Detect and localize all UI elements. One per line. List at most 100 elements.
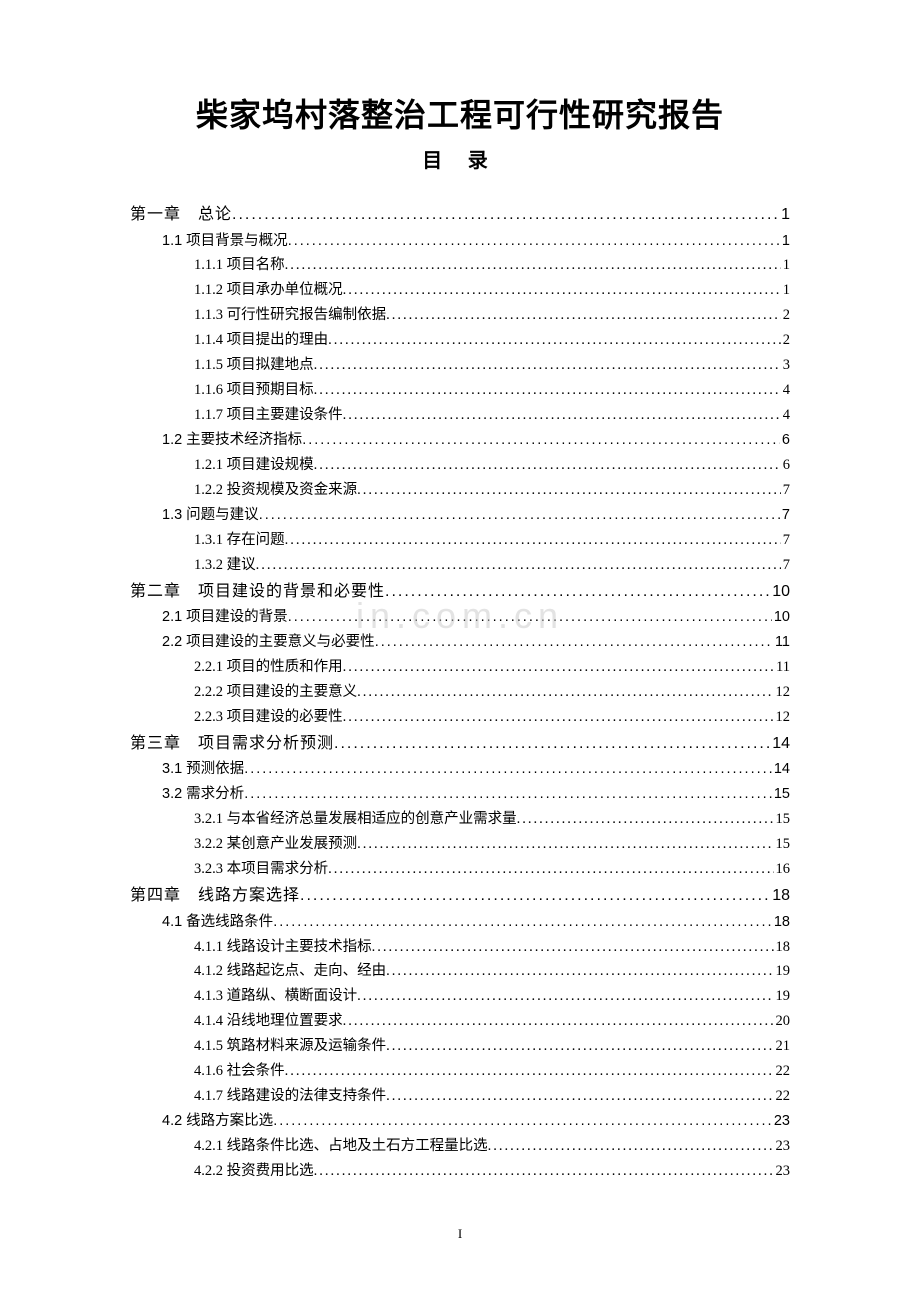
toc-entry-label: 4.1.2 线路起讫点、走向、经由	[194, 959, 386, 984]
toc-entry-page: 11	[773, 630, 790, 655]
toc-entry-page: 23	[774, 1134, 791, 1159]
toc-entry-label: 1.2.2 投资规模及资金来源	[194, 478, 357, 503]
toc-entry-label: 1.3.1 存在问题	[194, 528, 285, 553]
toc-entry-page: 16	[774, 857, 791, 882]
toc-leader-dots	[386, 1084, 773, 1109]
toc-leader-dots	[328, 328, 781, 353]
toc-entry-label: 第三章 项目需求分析预测	[130, 730, 334, 758]
toc-entry-page: 11	[774, 655, 790, 680]
toc-entry-label: 4.2.1 线路条件比选、占地及土石方工程量比选	[194, 1134, 488, 1159]
toc-entry: 1.1 项目背景与概况1	[130, 229, 790, 254]
toc-entry-label: 3.2.2 某创意产业发展预测	[194, 832, 357, 857]
toc-entry: 1.2.2 投资规模及资金来源7	[130, 478, 790, 503]
toc-entry-page: 22	[774, 1059, 791, 1084]
toc-leader-dots	[357, 680, 773, 705]
toc-entry-label: 2.2.1 项目的性质和作用	[194, 655, 343, 680]
toc-entry: 4.1.4 沿线地理位置要求20	[130, 1009, 790, 1034]
toc-leader-dots	[244, 757, 772, 782]
toc-entry-label: 3.2.3 本项目需求分析	[194, 857, 328, 882]
toc-entry-label: 1.2.1 项目建设规模	[194, 453, 314, 478]
toc-leader-dots	[334, 730, 770, 758]
toc-leader-dots	[375, 630, 773, 655]
toc-entry: 3.2.2 某创意产业发展预测15	[130, 832, 790, 857]
toc-entry: 第一章 总论1	[130, 201, 790, 229]
toc-entry-page: 12	[774, 705, 791, 730]
toc-entry-label: 1.1.3 可行性研究报告编制依据	[194, 303, 386, 328]
toc-entry-page: 14	[770, 730, 790, 758]
toc-entry-label: 3.2 需求分析	[162, 782, 244, 807]
toc-leader-dots	[343, 655, 774, 680]
toc-entry: 1.1.2 项目承办单位概况1	[130, 278, 790, 303]
toc-entry-page: 7	[781, 528, 790, 553]
toc-entry-page: 4	[781, 378, 790, 403]
toc-leader-dots	[288, 229, 780, 254]
toc-entry-label: 3.1 预测依据	[162, 757, 244, 782]
toc-leader-dots	[343, 278, 781, 303]
toc-leader-dots	[314, 1159, 774, 1184]
toc-leader-dots	[285, 1059, 774, 1084]
toc-entry: 1.2.1 项目建设规模6	[130, 453, 790, 478]
toc-entry-label: 2.1 项目建设的背景	[162, 605, 288, 630]
toc-entry: 1.1.5 项目拟建地点3	[130, 353, 790, 378]
toc-entry-page: 20	[774, 1009, 791, 1034]
toc-entry: 2.2.3 项目建设的必要性 12	[130, 705, 790, 730]
toc-leader-dots	[300, 882, 770, 910]
toc-entry: 2.2.1 项目的性质和作用 11	[130, 655, 790, 680]
toc-entry: 1.1.6 项目预期目标 4	[130, 378, 790, 403]
toc-leader-dots	[386, 1034, 773, 1059]
toc-entry: 3.1 预测依据14	[130, 757, 790, 782]
toc-entry-label: 1.1 项目背景与概况	[162, 229, 288, 254]
toc-entry-page: 1	[781, 253, 790, 278]
toc-leader-dots	[273, 910, 772, 935]
page-footer: I	[0, 1226, 920, 1242]
document-page: 柴家坞村落整治工程可行性研究报告 目 录 第一章 总论11.1 项目背景与概况1…	[0, 0, 920, 1224]
toc-entry: 1.1.3 可行性研究报告编制依据2	[130, 303, 790, 328]
toc-entry-label: 4.1 备选线路条件	[162, 910, 273, 935]
toc-entry-page: 22	[774, 1084, 791, 1109]
toc-entry-page: 10	[772, 605, 790, 630]
toc-entry-label: 4.1.1 线路设计主要技术指标	[194, 935, 372, 960]
toc-leader-dots	[357, 832, 773, 857]
toc-leader-dots	[328, 857, 773, 882]
toc-leader-dots	[285, 528, 781, 553]
toc-entry-label: 1.1.6 项目预期目标	[194, 378, 314, 403]
table-of-contents: 第一章 总论11.1 项目背景与概况11.1.1 项目名称11.1.2 项目承办…	[130, 201, 790, 1184]
toc-entry-label: 4.1.5 筑路材料来源及运输条件	[194, 1034, 386, 1059]
toc-entry: 2.2.2 项目建设的主要意义12	[130, 680, 790, 705]
toc-entry: 4.1.2 线路起讫点、走向、经由19	[130, 959, 790, 984]
toc-entry: 4.2.1 线路条件比选、占地及土石方工程量比选 23	[130, 1134, 790, 1159]
toc-entry-page: 1	[779, 201, 790, 229]
toc-entry: 第三章 项目需求分析预测 14	[130, 730, 790, 758]
toc-entry-label: 1.3 问题与建议	[162, 503, 259, 528]
toc-leader-dots	[273, 1109, 772, 1134]
toc-entry-label: 2.2.3 项目建设的必要性	[194, 705, 343, 730]
toc-entry-page: 3	[781, 353, 790, 378]
toc-entry-page: 7	[781, 553, 790, 578]
toc-entry-label: 第四章 线路方案选择	[130, 882, 300, 910]
toc-entry-label: 4.1.3 道路纵、横断面设计	[194, 984, 357, 1009]
toc-entry-page: 19	[774, 984, 791, 1009]
toc-entry-page: 23	[772, 1109, 790, 1134]
toc-entry: 4.1.5 筑路材料来源及运输条件21	[130, 1034, 790, 1059]
toc-entry-page: 23	[774, 1159, 791, 1184]
toc-entry-label: 4.2 线路方案比选	[162, 1109, 273, 1134]
toc-entry-page: 18	[772, 910, 790, 935]
toc-entry-page: 6	[780, 428, 790, 453]
toc-entry-label: 2.2.2 项目建设的主要意义	[194, 680, 357, 705]
toc-entry-page: 15	[774, 807, 791, 832]
toc-entry: 4.2 线路方案比选 23	[130, 1109, 790, 1134]
toc-entry: 4.1.6 社会条件22	[130, 1059, 790, 1084]
toc-entry-page: 15	[772, 782, 790, 807]
toc-entry: 4.2.2 投资费用比选 23	[130, 1159, 790, 1184]
toc-leader-dots	[517, 807, 774, 832]
toc-entry-label: 1.1.1 项目名称	[194, 253, 285, 278]
toc-entry: 2.2 项目建设的主要意义与必要性 11	[130, 630, 790, 655]
toc-leader-dots	[488, 1134, 774, 1159]
toc-entry-label: 4.2.2 投资费用比选	[194, 1159, 314, 1184]
toc-entry: 3.2.3 本项目需求分析 16	[130, 857, 790, 882]
toc-entry-label: 2.2 项目建设的主要意义与必要性	[162, 630, 375, 655]
toc-leader-dots	[285, 253, 781, 278]
toc-entry: 3.2 需求分析 15	[130, 782, 790, 807]
toc-entry: 1.3.2 建议7	[130, 553, 790, 578]
toc-entry-page: 18	[774, 935, 791, 960]
